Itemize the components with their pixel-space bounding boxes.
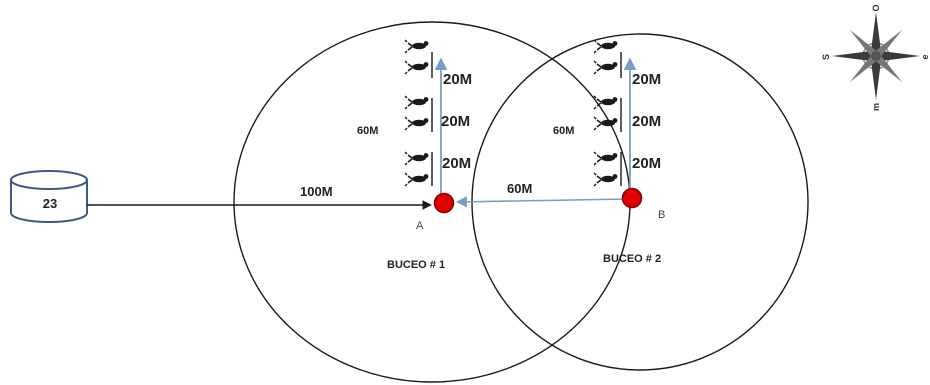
diver-icon: [593, 60, 619, 75]
distance-label-a-to-b: 60M: [507, 181, 532, 196]
total-depth-label-a: 60M: [357, 125, 378, 137]
dive-site-marker-b: [621, 187, 643, 209]
diver-icon: [404, 151, 430, 166]
diver-icon: [404, 60, 430, 75]
depot-cylinder: [10, 170, 88, 223]
point-label-a: A: [416, 220, 424, 232]
segment-label-a-2: 20M: [441, 113, 470, 130]
diver-icon: [593, 39, 619, 54]
compass-east-label: e: [920, 54, 930, 59]
compass-north-label: O: [871, 4, 881, 11]
diver-icon: [404, 95, 430, 110]
compass-west-label: S: [821, 54, 831, 60]
path-b-to-a: [455, 196, 629, 208]
diver-icon: [593, 116, 619, 131]
dive-label-1: BUCEO # 1: [387, 259, 445, 271]
segment-label-b-1: 20M: [632, 71, 661, 88]
depot-label: 23: [43, 196, 57, 211]
diver-icon: [404, 39, 430, 54]
distance-label-depot-to-a: 100M: [300, 184, 333, 199]
compass-south-label: m: [871, 103, 881, 111]
dive-site-marker-a: [433, 192, 455, 214]
diver-icon: [593, 151, 619, 166]
segment-label-a-1: 20M: [443, 71, 472, 88]
diver-icons-b: [593, 39, 619, 187]
diver-icon: [593, 172, 619, 187]
segment-label-b-2: 20M: [632, 113, 661, 130]
diver-icon: [404, 116, 430, 131]
point-label-b: B: [658, 209, 665, 221]
diver-icon: [404, 172, 430, 187]
diver-icons-a: [404, 39, 430, 187]
segment-label-b-3: 20M: [632, 155, 661, 172]
total-depth-label-b: 60M: [553, 125, 574, 137]
dive-label-2: BUCEO # 2: [603, 253, 661, 265]
compass-rose: [832, 12, 920, 100]
segment-label-a-3: 20M: [442, 155, 471, 172]
